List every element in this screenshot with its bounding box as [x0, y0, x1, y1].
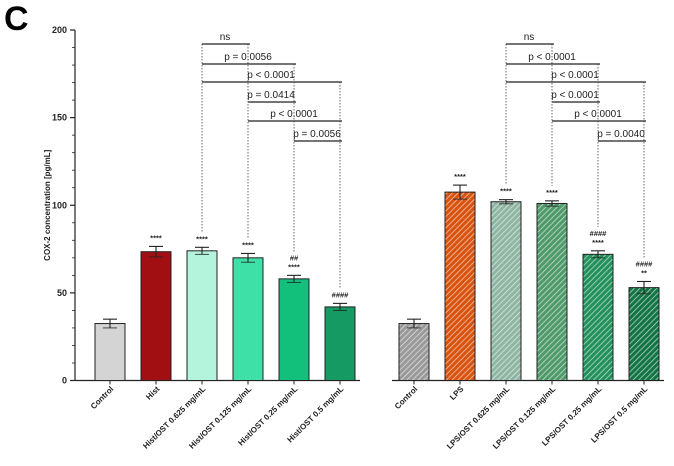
significance-mark: ****	[288, 262, 300, 271]
x-tick-label: LPS	[448, 384, 466, 402]
bar	[186, 250, 218, 381]
y-tick-label: 150	[52, 113, 67, 123]
panel-label: C	[4, 0, 29, 38]
comparison-label: ns	[220, 32, 231, 43]
bar	[278, 278, 310, 382]
bar	[398, 323, 430, 382]
bar	[490, 201, 522, 381]
bar	[232, 257, 264, 382]
significance-mark: ****	[150, 233, 162, 242]
x-tick-label: Hist	[144, 384, 161, 401]
significance-mark: ****	[454, 172, 466, 181]
comparison-label: p = 0.0056	[293, 129, 341, 140]
y-tick-label: 100	[52, 200, 67, 210]
significance-mark: **	[641, 268, 647, 277]
comparison-brackets: ns p = 0.0056 p < 0.0001 p = 0.0414 p < 0.00…	[201, 32, 646, 289]
significance-mark: ****	[196, 234, 208, 243]
y-tick-label: 0	[62, 376, 67, 386]
y-tick-label: 200	[52, 25, 67, 35]
comparison-label: p < 0.0001	[551, 90, 599, 101]
x-tick-label: Control	[89, 385, 115, 411]
comparison-label: p = 0.0040	[597, 129, 645, 140]
bar	[94, 323, 126, 382]
comparison-label: p < 0.0001	[247, 70, 295, 81]
significance-mark: ****	[500, 187, 512, 196]
comparison-label: p < 0.0001	[551, 70, 599, 81]
significance-mark: ****	[592, 238, 604, 247]
x-tick-label: Control	[393, 385, 419, 411]
comparison-label: p = 0.0414	[247, 90, 295, 101]
comparison-label: p < 0.0001	[574, 109, 622, 120]
significance-mark: ****	[242, 240, 254, 249]
bars	[94, 184, 660, 382]
significance-mark: ####	[636, 259, 654, 268]
comparison-label: p < 0.0001	[270, 109, 318, 120]
bar	[444, 191, 476, 381]
significance-mark: ####	[590, 229, 608, 238]
significance-mark: ##	[290, 253, 299, 262]
bar	[324, 306, 356, 381]
y-tick-label: 50	[57, 288, 67, 298]
bar	[582, 253, 614, 382]
bar	[536, 202, 568, 381]
bar	[140, 251, 172, 381]
labels: Control Hist****Hist/OST 0.625 mg/mL****H…	[89, 172, 653, 451]
significance-mark: ####	[332, 290, 350, 299]
bar	[628, 287, 660, 381]
y-axis-label: COX-2 concentration [pg/mL]	[43, 149, 52, 260]
comparison-label: ns	[524, 32, 535, 43]
significance-mark: ****	[546, 188, 558, 197]
